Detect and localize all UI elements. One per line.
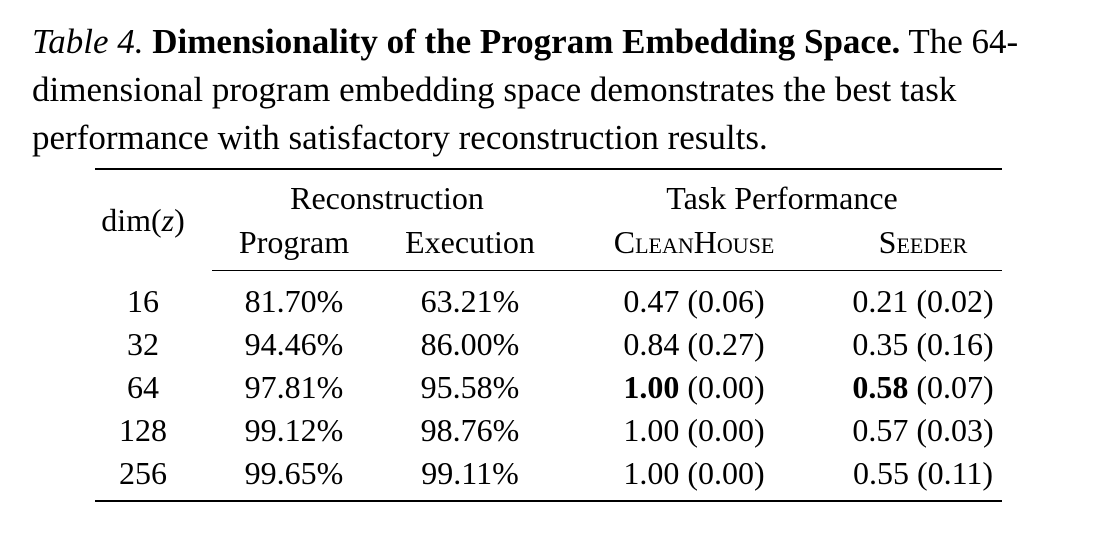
cell-cleanhouse-std: (0.00)	[687, 412, 765, 448]
column-header-program: Program	[238, 224, 350, 260]
cell-cleanhouse: 1.00 (0.00)	[623, 453, 764, 493]
cell-seeder-mean: 0.55	[852, 455, 909, 491]
cell-seeder: 0.57 (0.03)	[852, 410, 993, 450]
cell-seeder: 0.35 (0.16)	[852, 324, 993, 364]
caption-label: Table 4.	[32, 22, 144, 61]
cell-execution: 98.76%	[420, 412, 520, 448]
cell-cleanhouse-mean: 1.00	[623, 412, 680, 448]
row-header: dim(z)	[101, 202, 185, 238]
cell-seeder-std: (0.07)	[916, 369, 994, 405]
cell-cleanhouse: 1.00 (0.00)	[623, 410, 764, 450]
table-caption: Table 4. Dimensionality of the Program E…	[32, 18, 1092, 162]
group-header-reconstruction: Reconstruction	[290, 180, 484, 216]
column-header-seeder: Seeder	[878, 224, 968, 260]
cell-program: 81.70%	[244, 283, 344, 319]
cell-dim: 256	[119, 455, 167, 491]
cell-cleanhouse-mean-best: 1.00	[623, 369, 680, 405]
cell-seeder-mean: 0.35	[852, 326, 909, 362]
cell-cleanhouse: 0.47 (0.06)	[623, 281, 764, 321]
cell-execution: 95.58%	[420, 369, 520, 405]
table-top-rule	[95, 168, 1002, 170]
cell-seeder: 0.21 (0.02)	[852, 281, 993, 321]
cell-execution: 86.00%	[420, 326, 520, 362]
cell-program: 94.46%	[244, 326, 344, 362]
cell-seeder-std: (0.11)	[916, 455, 994, 491]
cell-dim: 16	[127, 283, 159, 319]
cell-dim: 32	[127, 326, 159, 362]
cell-cleanhouse-std: (0.06)	[687, 283, 765, 319]
cell-dim: 64	[127, 369, 159, 405]
caption-title: Dimensionality of the Program Embedding …	[152, 22, 901, 61]
column-header-execution: Execution	[405, 224, 535, 260]
cell-cleanhouse-mean: 0.84	[623, 326, 680, 362]
table-bottom-rule	[95, 500, 1002, 502]
cell-seeder-mean: 0.21	[852, 283, 909, 319]
cell-cleanhouse-mean: 1.00	[623, 455, 680, 491]
cell-cleanhouse-mean: 0.47	[623, 283, 680, 319]
cell-cleanhouse-std: (0.00)	[687, 455, 765, 491]
cell-seeder-std: (0.03)	[916, 412, 994, 448]
cell-dim: 128	[119, 412, 167, 448]
cell-program: 97.81%	[244, 369, 344, 405]
column-header-cleanhouse: CleanHouse	[613, 224, 775, 260]
cell-cleanhouse-std: (0.00)	[687, 369, 765, 405]
cell-seeder-std: (0.02)	[916, 283, 994, 319]
cell-seeder: 0.58 (0.07)	[852, 367, 993, 407]
cell-seeder-mean: 0.57	[852, 412, 909, 448]
group-header-task-performance: Task Performance	[666, 180, 898, 216]
cell-seeder-std: (0.16)	[916, 326, 994, 362]
cell-seeder: 0.55 (0.11)	[853, 453, 993, 493]
cell-cleanhouse: 1.00 (0.00)	[623, 367, 764, 407]
table-header-rule	[212, 270, 1002, 271]
caption-text: The 64-dimensional program embedding spa…	[32, 22, 1019, 157]
cell-seeder-mean-best: 0.58	[852, 369, 909, 405]
cell-execution: 99.11%	[421, 455, 519, 491]
cell-cleanhouse-std: (0.27)	[687, 326, 765, 362]
cell-program: 99.12%	[244, 412, 344, 448]
cell-cleanhouse: 0.84 (0.27)	[623, 324, 764, 364]
cell-program: 99.65%	[244, 455, 344, 491]
cell-execution: 63.21%	[420, 283, 520, 319]
